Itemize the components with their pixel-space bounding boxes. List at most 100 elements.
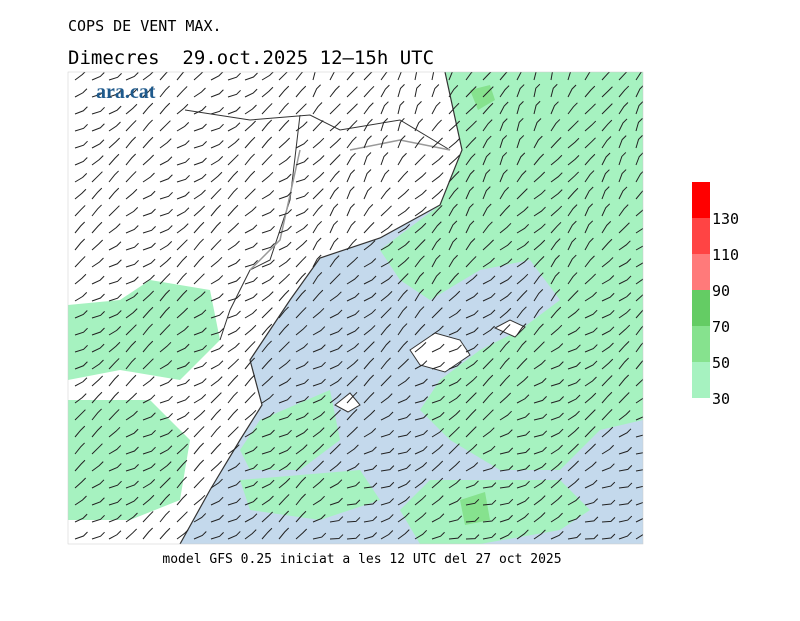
wind-barb bbox=[618, 204, 629, 217]
wind-barb bbox=[499, 101, 509, 115]
wind-barb bbox=[448, 120, 461, 132]
wind-barb bbox=[108, 463, 122, 472]
wind-barb bbox=[533, 306, 544, 319]
wind-barb bbox=[618, 499, 633, 506]
wind-barb bbox=[176, 157, 190, 166]
title: COPS DE VENT MAX. bbox=[68, 17, 222, 35]
wind-barb bbox=[227, 408, 239, 421]
wind-barb bbox=[380, 187, 391, 200]
wind-barb bbox=[380, 72, 388, 81]
wind-barb bbox=[159, 412, 173, 421]
wind-barb bbox=[448, 72, 453, 81]
wind-barb bbox=[431, 460, 444, 472]
wind-barb bbox=[380, 323, 391, 336]
wind-barb bbox=[210, 344, 224, 353]
wind-barb bbox=[329, 137, 342, 149]
wind-barb bbox=[533, 396, 547, 404]
wind-barb bbox=[312, 254, 322, 268]
wind-barb bbox=[550, 477, 563, 489]
wind-barb bbox=[193, 205, 206, 217]
wind-barb bbox=[176, 307, 189, 319]
wind-barb bbox=[91, 497, 105, 506]
wind-barb bbox=[567, 426, 580, 438]
wind-barb bbox=[108, 72, 122, 81]
wind-barb bbox=[261, 190, 275, 200]
wind-barb bbox=[312, 120, 324, 132]
wind-barb bbox=[125, 446, 139, 455]
wind-barb bbox=[533, 430, 548, 438]
wind-barb bbox=[74, 327, 88, 336]
wind-barb bbox=[397, 223, 411, 234]
wind-barb bbox=[448, 171, 460, 183]
wind-barb bbox=[295, 444, 308, 455]
wind-barb bbox=[499, 514, 513, 523]
wind-barb bbox=[278, 85, 290, 98]
wind-barb bbox=[567, 102, 578, 115]
wind-barb bbox=[465, 375, 478, 387]
wind-barb bbox=[91, 391, 103, 404]
wind-barb bbox=[227, 187, 238, 200]
wind-barb bbox=[261, 103, 273, 115]
wind-barb bbox=[635, 416, 643, 421]
wind-barb bbox=[448, 327, 462, 336]
wind-barb bbox=[142, 274, 155, 285]
wind-barb bbox=[176, 493, 188, 506]
wind-barb bbox=[533, 512, 546, 523]
wind-barb bbox=[295, 324, 308, 336]
wind-barb bbox=[499, 152, 508, 166]
wind-barb bbox=[244, 259, 258, 268]
wind-barb bbox=[244, 170, 256, 183]
wind-barb bbox=[312, 237, 322, 251]
wind-barb bbox=[414, 323, 426, 336]
wind-barb bbox=[312, 220, 323, 234]
wind-barb bbox=[550, 189, 563, 200]
wind-barb bbox=[312, 188, 324, 200]
wind-barb bbox=[516, 188, 528, 200]
wind-barb bbox=[346, 462, 360, 472]
wind-barb bbox=[465, 72, 473, 81]
wind-barb bbox=[210, 140, 224, 149]
wind-barb bbox=[193, 309, 207, 319]
wind-barb bbox=[482, 102, 494, 115]
wind-barb bbox=[533, 255, 545, 268]
wind-barb bbox=[584, 255, 595, 268]
wind-barb bbox=[431, 101, 441, 115]
wind-barb bbox=[142, 136, 154, 149]
wind-area bbox=[400, 480, 590, 544]
wind-barb bbox=[635, 378, 643, 387]
wind-barb bbox=[601, 481, 616, 489]
wind-barb bbox=[176, 72, 185, 81]
wind-barb bbox=[499, 118, 508, 132]
wind-barb bbox=[482, 119, 493, 132]
wind-barb bbox=[431, 254, 441, 268]
wind-barb bbox=[108, 205, 120, 217]
wind-barb bbox=[567, 394, 581, 404]
wind-barb bbox=[329, 534, 344, 540]
wind-barb bbox=[448, 344, 462, 353]
wind-barb bbox=[329, 255, 340, 268]
wind-barb bbox=[618, 374, 630, 387]
wind-barb bbox=[465, 238, 476, 251]
wind-barb bbox=[346, 359, 359, 370]
wind-barb bbox=[261, 291, 274, 302]
wind-barb bbox=[584, 534, 599, 540]
wind-barb bbox=[414, 341, 427, 353]
wind-barb bbox=[210, 171, 223, 183]
wind-barb bbox=[533, 135, 543, 149]
wind-barb bbox=[295, 239, 308, 251]
wind-barb bbox=[635, 325, 643, 336]
wind-barb bbox=[567, 237, 577, 251]
wind-barb bbox=[261, 86, 274, 98]
wind-barb bbox=[142, 119, 153, 132]
wind-barb bbox=[261, 72, 274, 81]
wind-barb bbox=[227, 342, 240, 353]
wind-barb bbox=[91, 375, 104, 387]
wind-barb bbox=[618, 324, 631, 336]
wind-barb bbox=[414, 461, 428, 472]
wind-barb bbox=[499, 340, 510, 353]
wind-barb bbox=[363, 72, 373, 81]
colorbar-label: 110 bbox=[712, 246, 739, 264]
wind-barb bbox=[278, 102, 289, 115]
wind-barb bbox=[516, 241, 530, 251]
wind-barb bbox=[584, 203, 594, 217]
